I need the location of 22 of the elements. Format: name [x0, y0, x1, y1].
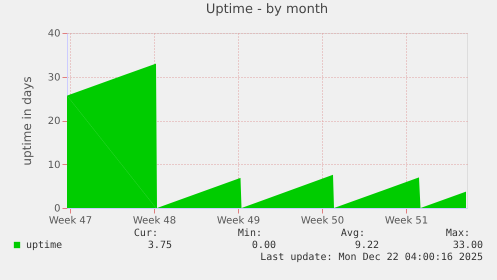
text: Avg:: [340, 228, 365, 239]
text: 9.22: [354, 240, 379, 251]
x-tick-label: Week 49: [216, 216, 260, 226]
chart-title: Uptime - by month: [206, 2, 328, 17]
x-tick-label: Week 47: [48, 216, 92, 226]
legend-label: uptime: [26, 240, 62, 251]
text: Min:: [238, 228, 262, 239]
text: 33.00: [452, 240, 483, 251]
y-axis-title: uptime in days: [20, 76, 34, 166]
x-tick-label: Week 50: [300, 216, 344, 226]
y-tick-label: 40: [48, 28, 60, 40]
y-tick-label: 0: [54, 204, 60, 214]
text: 0.00: [252, 240, 276, 251]
x-tick-label: Week 51: [384, 216, 428, 226]
x-tick-label: Week 48: [132, 216, 176, 226]
text: Max:: [446, 228, 470, 239]
y-tick-label: 30: [48, 72, 60, 84]
text: Last update: Mon Dec 22 04:00:16 2025: [260, 252, 483, 263]
text: Cur:: [134, 228, 158, 239]
y-tick-label: 20: [48, 116, 60, 127]
text: 3.75: [148, 240, 172, 251]
y-tick-label: 10: [48, 160, 60, 171]
